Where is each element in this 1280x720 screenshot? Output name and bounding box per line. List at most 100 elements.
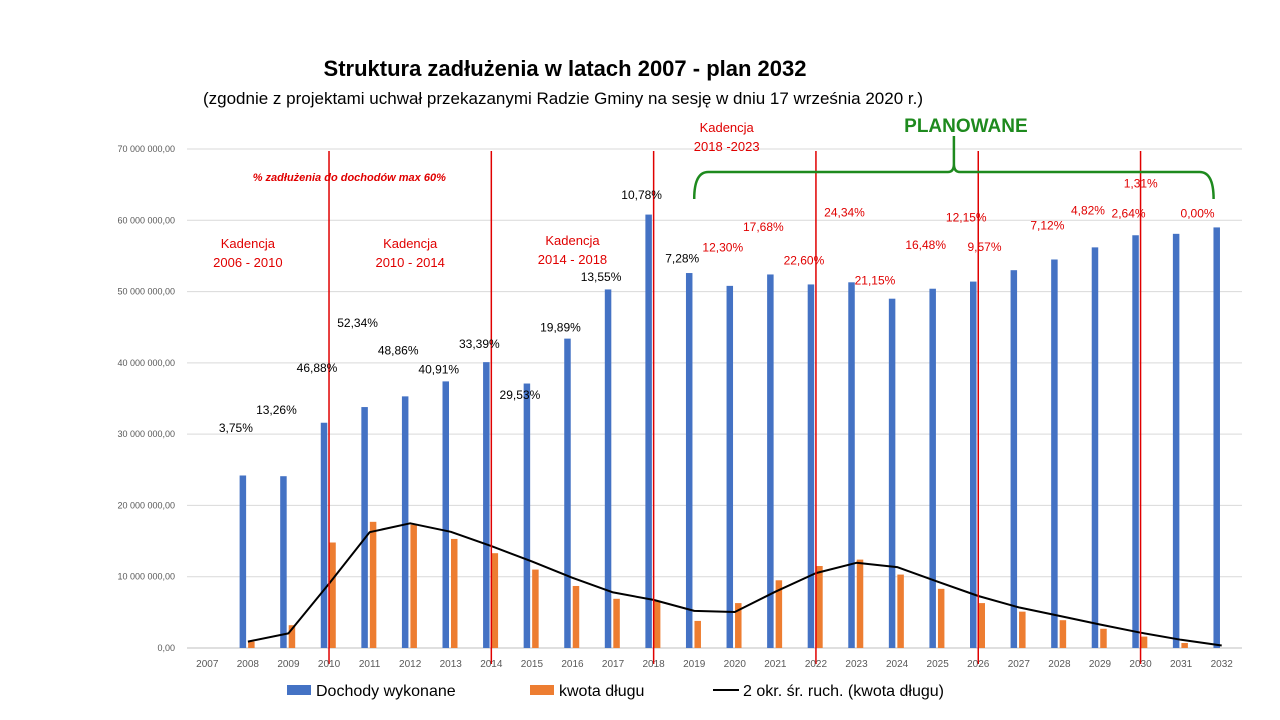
bar-dlug-2027 <box>1019 611 1026 648</box>
percent-label: 4,82% <box>1071 204 1105 218</box>
bar-dlug-2012 <box>410 524 417 648</box>
bar-dochody-2028 <box>1051 259 1058 648</box>
bar-dlug-2031 <box>1181 643 1188 648</box>
bar-dochody-2030 <box>1132 235 1139 648</box>
x-tick-label: 2022 <box>805 659 828 670</box>
y-tick-label: 30 000 000,00 <box>117 429 175 439</box>
bar-dochody-2022 <box>807 284 815 648</box>
legend-label-dlug: kwota długu <box>559 683 644 700</box>
bar-dlug-2025 <box>937 588 945 648</box>
planned-bracket: PLANOWANE <box>692 116 1215 200</box>
percent-label: 7,12% <box>1030 219 1064 233</box>
x-tick-label: 2024 <box>886 659 909 670</box>
x-tick-label: 2013 <box>440 659 463 670</box>
y-tick-label: 40 000 000,00 <box>117 358 175 368</box>
percent-label: 48,86% <box>378 343 419 357</box>
bar-dlug-2020 <box>735 603 742 648</box>
percent-label: 17,68% <box>743 220 784 234</box>
bar-dochody-2009 <box>280 476 287 648</box>
bar-dochody-2029 <box>1091 247 1099 649</box>
term-label-line2: 2006 - 2010 <box>213 255 282 270</box>
bar-dlug-2023 <box>856 559 864 648</box>
x-tick-label: 2008 <box>237 659 260 670</box>
bar-dlug-2013 <box>451 538 458 648</box>
bar-dlug-2017 <box>613 598 620 648</box>
legend-label-dochody: Dochody wykonane <box>316 683 456 700</box>
bar-dlug-2030 <box>1140 636 1148 648</box>
percent-label: 33,39% <box>459 337 500 351</box>
y-tick-label: 0,00 <box>157 643 175 653</box>
bar-dochody-2020 <box>726 285 734 648</box>
term-labels: Kadencja 2006 - 2010 Kadencja 2010 - 2014 Ka… <box>213 120 759 270</box>
bar-dochody-2026 <box>970 281 977 648</box>
bar-dochody-2019 <box>685 273 693 648</box>
x-tick-label: 2017 <box>602 659 625 670</box>
bar-dlug-2018 <box>653 600 661 648</box>
percent-label: 22,60% <box>784 253 825 267</box>
bar-dochody-2012 <box>401 396 409 648</box>
percent-label: 24,34% <box>824 206 865 220</box>
bar-dochody-2011 <box>361 407 368 648</box>
bar-dochody-2032 <box>1213 227 1220 648</box>
legend: Dochody wykonane kwota długu 2 okr. śr. ru… <box>287 683 944 700</box>
x-tick-label: 2025 <box>927 659 950 670</box>
x-tick-label: 2011 <box>359 659 381 670</box>
term-label-line2: 2014 - 2018 <box>538 252 607 267</box>
planned-bracket-shape <box>692 136 1215 200</box>
bar-dlug-2016 <box>572 585 580 648</box>
bar-dlug-2015 <box>532 569 539 648</box>
percent-label: 0,00% <box>1181 206 1215 220</box>
percent-label: 2,64% <box>1112 206 1146 220</box>
planned-label: PLANOWANE <box>904 116 1028 137</box>
term-label-line2: 2018 -2023 <box>694 139 760 154</box>
bar-dochody-2017 <box>604 289 612 648</box>
x-tick-label: 2031 <box>1170 659 1193 670</box>
percent-label: 3,75% <box>219 421 253 435</box>
bar-dochody-2024 <box>888 298 896 648</box>
bar-dlug-2028 <box>1059 620 1067 648</box>
x-tick-label: 2026 <box>967 659 990 670</box>
bar-dlug-2014 <box>491 553 499 648</box>
x-tick-label: 2019 <box>683 659 706 670</box>
percent-label: 52,34% <box>337 316 378 330</box>
x-tick-label: 2027 <box>1008 659 1031 670</box>
x-tick-label: 2018 <box>643 659 666 670</box>
y-tick-label: 60 000 000,00 <box>117 215 175 225</box>
bar-dochody-2008 <box>239 475 247 648</box>
percent-labels: 3,75%13,26% 46,88% 52,34%48,86% 40,91%33,39… <box>219 176 1215 435</box>
x-tick-label: 2014 <box>480 659 503 670</box>
grid-lines <box>187 148 1242 649</box>
percent-label: 1,31% <box>1124 176 1158 190</box>
percent-label: 21,15% <box>855 273 896 287</box>
legend-label-ma: 2 okr. śr. ruch. (kwota długu) <box>743 683 944 700</box>
x-tick-label: 2016 <box>561 659 584 670</box>
chart-title: Struktura zadłużenia w latach 2007 - pla… <box>324 56 807 81</box>
moving-average-line <box>247 522 1222 647</box>
x-tick-label: 2020 <box>724 659 747 670</box>
bar-dochody-2014 <box>483 362 490 648</box>
bar-dlug-2011 <box>369 521 377 648</box>
x-tick-label: 2010 <box>318 659 341 670</box>
bar-dlug-2026 <box>978 603 985 648</box>
x-axis-ticks: 2007 2008 2009 2010 2011 2012 2013 2014 2015 2016… <box>196 659 1233 670</box>
x-tick-label: 2028 <box>1048 659 1071 670</box>
percent-label: 12,15% <box>946 211 987 225</box>
bar-dlug-2021 <box>775 580 783 648</box>
percent-label: 7,28% <box>665 251 699 265</box>
x-tick-label: 2015 <box>521 659 544 670</box>
y-tick-label: 20 000 000,00 <box>117 500 175 510</box>
bar-dlug-2024 <box>897 574 904 648</box>
percent-label: 13,55% <box>581 270 622 284</box>
bar-dochody-2021 <box>767 274 774 648</box>
percent-label: 29,53% <box>500 388 541 402</box>
x-tick-label: 2009 <box>277 659 300 670</box>
bar-dochody-2016 <box>564 338 571 648</box>
percent-label: 9,57% <box>967 240 1001 254</box>
y-tick-label: 70 000 000,00 <box>117 144 175 154</box>
x-tick-label: 2007 <box>196 659 219 670</box>
y-tick-label: 10 000 000,00 <box>117 572 175 582</box>
bar-dochody-2018 <box>645 214 652 648</box>
bar-dochody-2027 <box>1010 270 1018 648</box>
bar-dochody-2023 <box>848 282 855 648</box>
